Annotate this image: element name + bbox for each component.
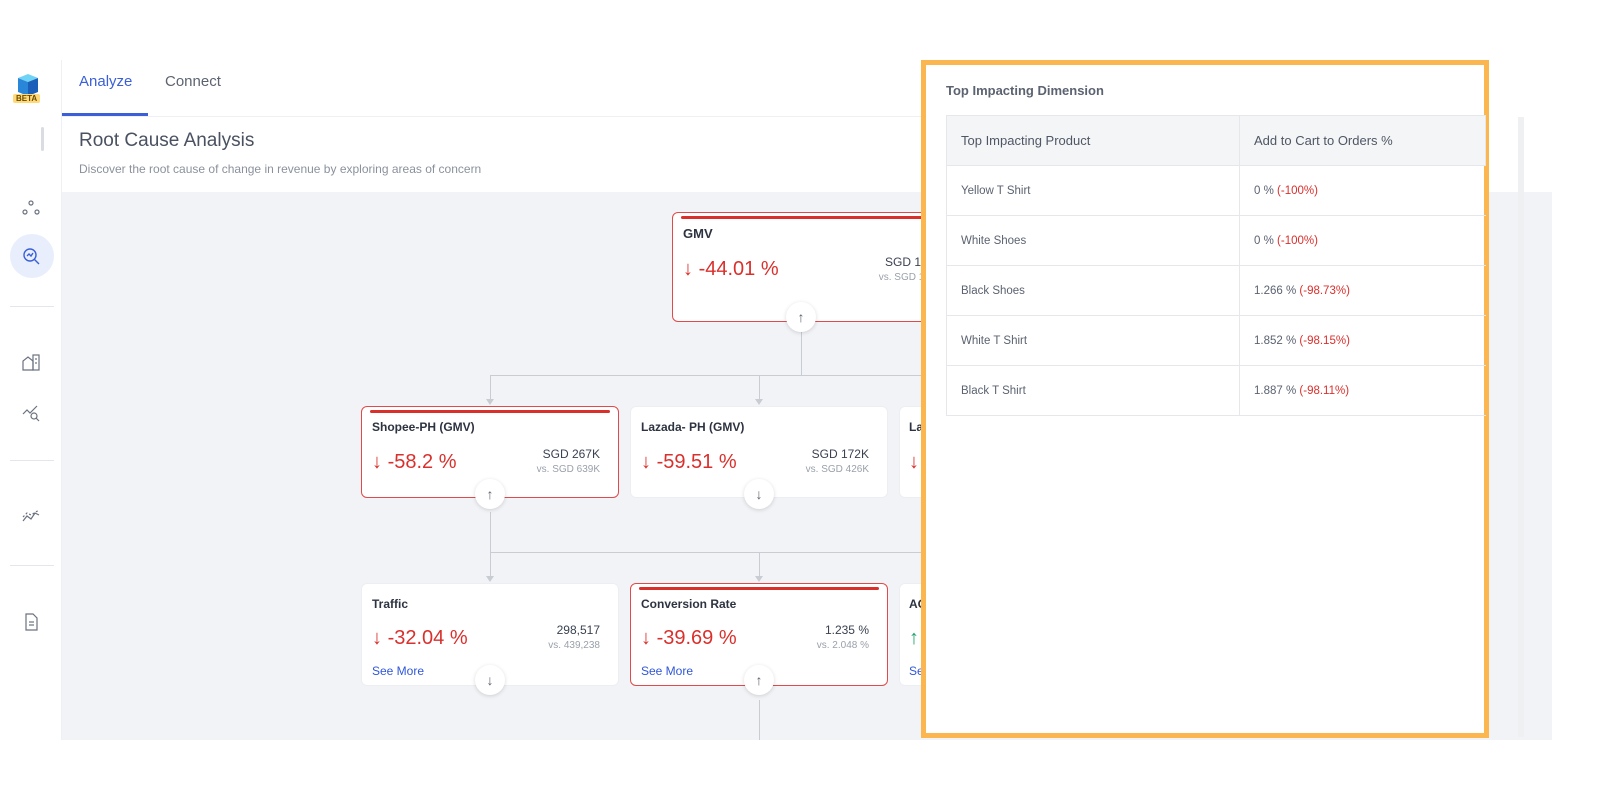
connector: [759, 700, 760, 740]
node-change: ↓ -59.51 %: [641, 451, 737, 473]
see-more-link[interactable]: See More: [372, 664, 425, 678]
alert-bar: [681, 216, 933, 219]
connector: [759, 552, 760, 576]
rail-divider: [10, 460, 54, 461]
building-icon[interactable]: [19, 350, 43, 374]
tab-connect[interactable]: Connect: [165, 73, 221, 90]
table-row[interactable]: White Shoes 0 % (-100%): [946, 215, 1486, 266]
node-value: 1.235 %: [824, 623, 869, 637]
node-previous: vs. 2.048 %: [816, 640, 869, 651]
left-rail: BETA: [0, 60, 62, 740]
connector-arrow: [755, 399, 763, 405]
logo-icon[interactable]: [14, 68, 42, 104]
page-header: Root Cause Analysis Discover the root ca…: [62, 117, 922, 192]
connector-arrow: [486, 576, 494, 582]
down-arrow-icon: ↓: [909, 451, 919, 473]
rail-active-bg: [10, 234, 54, 278]
rail-divider: [10, 306, 54, 307]
node-title: Traffic: [372, 597, 409, 611]
see-more-link[interactable]: Se: [909, 664, 924, 678]
nodes-icon[interactable]: [19, 196, 43, 220]
node-title: Lazada- PH (GMV): [641, 420, 745, 434]
value-cell: 1.266 % (-98.73%): [1239, 265, 1486, 316]
node-previous: vs. SGD 426K: [805, 464, 869, 475]
expand-down-icon[interactable]: ↓: [744, 479, 774, 509]
alert-bar: [639, 587, 879, 590]
rail-divider: [10, 565, 54, 566]
node-title: GMV: [683, 226, 713, 241]
connector: [490, 375, 930, 376]
page-subtitle: Discover the root cause of change in rev…: [79, 162, 482, 176]
value-cell: 1.852 % (-98.15%): [1239, 315, 1486, 366]
node-value: SGD 172K: [811, 447, 869, 461]
node-previous: vs. SGD 1.9M: [878, 272, 941, 283]
product-cell: Yellow T Shirt: [946, 165, 1240, 216]
connector: [490, 552, 930, 553]
node-change: ↓ -39.69 %: [641, 627, 737, 649]
impact-table: Top Impacting Product Add to Cart to Ord…: [946, 115, 1486, 416]
top-impacting-panel: Top Impacting Dimension Top Impacting Pr…: [921, 60, 1489, 738]
scrollbar[interactable]: [1518, 117, 1524, 737]
product-cell: White T Shirt: [946, 315, 1240, 366]
connector: [490, 375, 491, 399]
connector-arrow: [755, 576, 763, 582]
beta-badge: BETA: [13, 94, 41, 103]
search-chart-icon[interactable]: [19, 244, 43, 268]
down-arrow-icon: ↓: [683, 258, 693, 280]
panel-title: Top Impacting Dimension: [946, 83, 1104, 98]
table-row[interactable]: Black Shoes 1.266 % (-98.73%): [946, 265, 1486, 316]
connector: [801, 332, 802, 376]
product-cell: White Shoes: [946, 215, 1240, 266]
alert-bar: [370, 410, 610, 413]
node-change: ↓ -44.01 %: [683, 258, 779, 280]
collapse-up-icon[interactable]: ↑: [475, 479, 505, 509]
value-cell: 0 % (-100%): [1239, 165, 1486, 216]
node-value: SGD 267K: [542, 447, 600, 461]
line-chart-icon[interactable]: [19, 504, 43, 528]
table-row[interactable]: White T Shirt 1.852 % (-98.15%): [946, 315, 1486, 366]
table-header-row: Top Impacting Product Add to Cart to Ord…: [946, 115, 1486, 166]
see-more-link[interactable]: See More: [641, 664, 694, 678]
top-tabs: Analyze Connect: [62, 60, 922, 117]
value-cell: 1.887 % (-98.11%): [1239, 365, 1486, 416]
document-icon[interactable]: [19, 610, 43, 634]
node-title: Shopee-PH (GMV): [372, 420, 475, 434]
node-change: ↓ -58.2 %: [372, 451, 457, 473]
product-cell: Black Shoes: [946, 265, 1240, 316]
column-header[interactable]: Top Impacting Product: [946, 115, 1240, 166]
node-shopee-ph[interactable]: Shopee-PH (GMV) ↓ -58.2 % SGD 267K vs. S…: [361, 406, 619, 498]
table-row[interactable]: Yellow T Shirt 0 % (-100%): [946, 165, 1486, 216]
node-title: La: [909, 420, 924, 434]
table-row[interactable]: Black T Shirt 1.887 % (-98.11%): [946, 365, 1486, 416]
expand-down-icon[interactable]: ↓: [475, 665, 505, 695]
product-cell: Black T Shirt: [946, 365, 1240, 416]
collapse-up-icon[interactable]: ↑: [786, 302, 816, 332]
rail-scroll-indicator: [41, 127, 44, 151]
tab-analyze[interactable]: Analyze: [79, 73, 133, 90]
connector-arrow: [486, 399, 494, 405]
down-arrow-icon: ↓: [372, 451, 382, 473]
down-arrow-icon: ↓: [372, 627, 382, 649]
up-arrow-icon: ↑: [909, 627, 919, 649]
node-previous: vs. 439,238: [548, 640, 600, 651]
down-arrow-icon: ↓: [641, 627, 651, 649]
active-tab-indicator: [62, 113, 148, 116]
collapse-up-icon[interactable]: ↑: [744, 665, 774, 695]
value-cell: 0 % (-100%): [1239, 215, 1486, 266]
trend-search-icon[interactable]: [19, 400, 43, 424]
down-arrow-icon: ↓: [641, 451, 651, 473]
column-header[interactable]: Add to Cart to Orders %: [1239, 115, 1486, 166]
node-change: ↓ -32.04 %: [372, 627, 468, 649]
page-title: Root Cause Analysis: [79, 130, 255, 151]
connector: [490, 512, 491, 576]
node-previous: vs. SGD 639K: [536, 464, 600, 475]
connector: [759, 375, 760, 399]
node-title: Conversion Rate: [641, 597, 737, 611]
node-value: 298,517: [556, 623, 600, 637]
